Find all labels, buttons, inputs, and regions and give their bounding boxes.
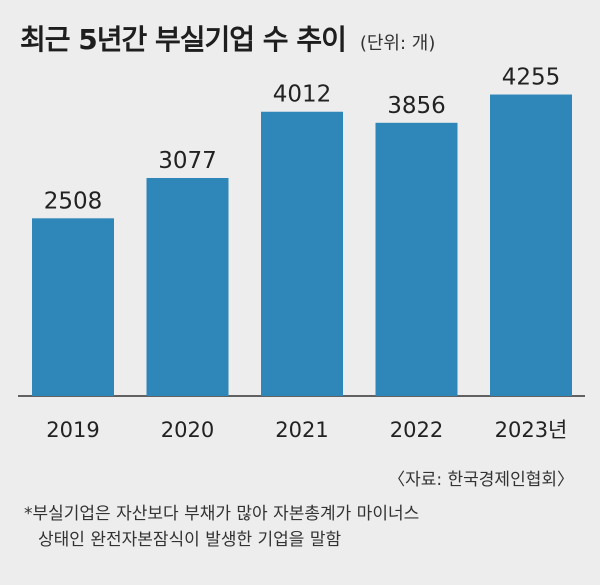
bar-2023년: [490, 94, 572, 397]
chart-header: 최근 5년간 부실기업 수 추이 (단위: 개): [20, 18, 435, 58]
x-tick-label: 2019: [46, 418, 99, 442]
value-label: 4012: [273, 82, 332, 108]
bar-2020: [146, 177, 229, 396]
footnote-line-2: 상태인 완전자본잠식이 발생한 기업을 말함: [38, 530, 342, 550]
value-label: 3077: [158, 148, 217, 174]
x-tick-label: 2021: [275, 418, 328, 442]
bar-2021: [261, 111, 343, 396]
chart-title: 최근 5년간 부실기업 수 추이: [20, 23, 347, 56]
footnote-line-1: *부실기업은 자산보다 부채가 많아 자본총계가 마이너스: [24, 504, 420, 524]
unit-label: (단위: 개): [359, 33, 436, 54]
x-tick-label: 2020: [161, 418, 214, 442]
bar-2022: [375, 122, 458, 397]
source-note: 〈자료: 한국경제인협회〉: [388, 470, 574, 490]
value-label: 2508: [44, 188, 103, 214]
x-tick-label: 2022: [390, 418, 443, 442]
value-label: 4255: [502, 65, 561, 91]
value-label: 3856: [387, 93, 446, 119]
x-tick-label: 2023년: [495, 418, 568, 442]
bar-2019: [32, 218, 114, 396]
footnote: *부실기업은 자산보다 부채가 많아 자본총계가 마이너스 상태인 완전자본잠식…: [24, 501, 419, 553]
